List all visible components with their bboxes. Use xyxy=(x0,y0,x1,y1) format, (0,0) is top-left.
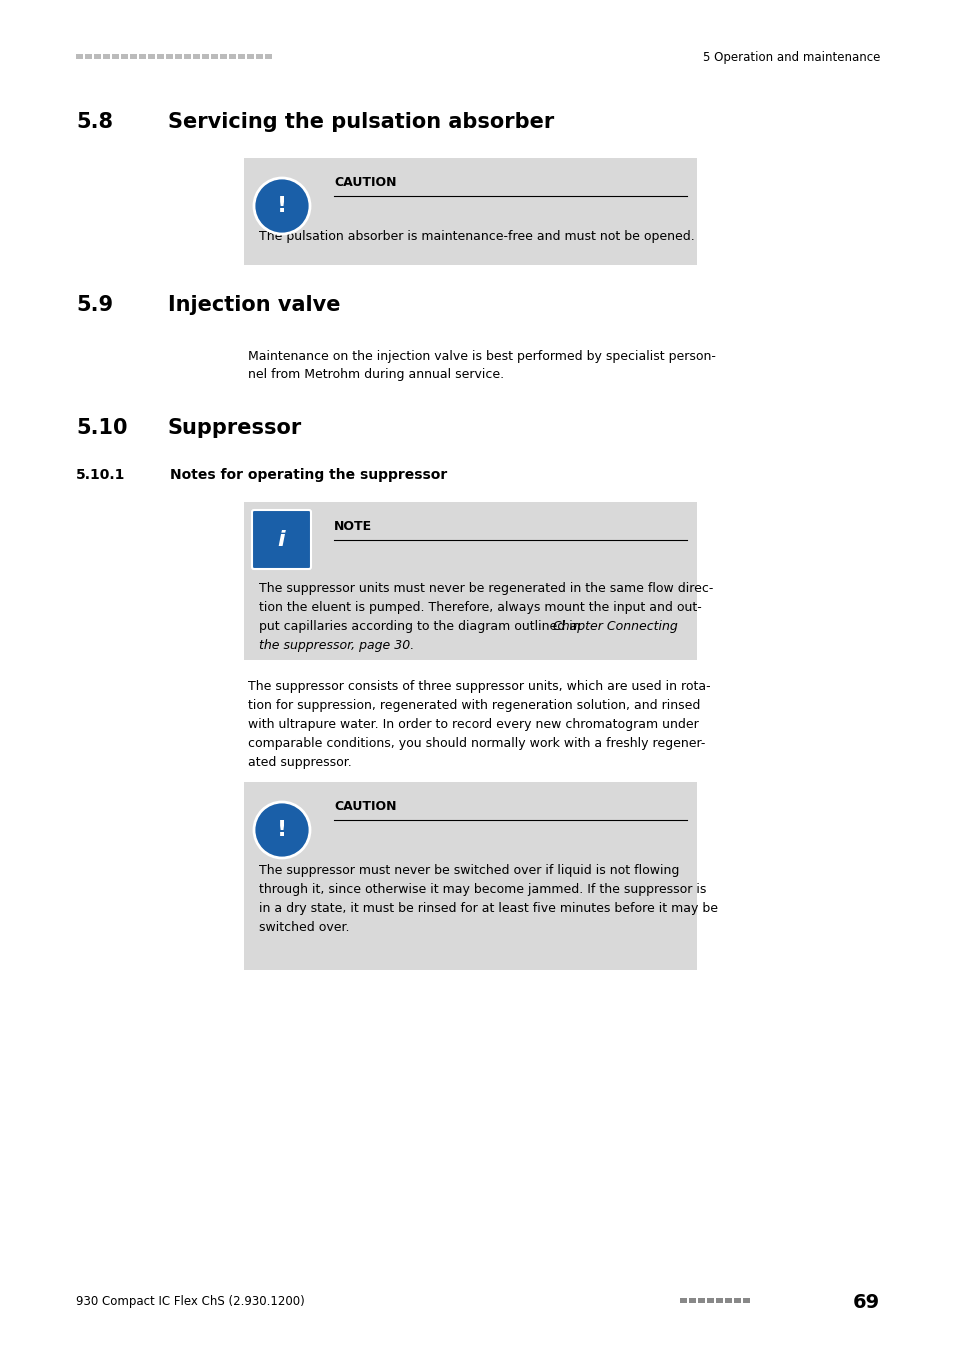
Text: Servicing the pulsation absorber: Servicing the pulsation absorber xyxy=(168,112,554,132)
Text: 5.9: 5.9 xyxy=(76,296,113,315)
Bar xyxy=(202,54,209,59)
Bar xyxy=(76,54,83,59)
Text: NOTE: NOTE xyxy=(334,520,372,533)
Bar xyxy=(265,54,272,59)
Bar xyxy=(193,54,200,59)
Text: The suppressor units must never be regenerated in the same flow direc-: The suppressor units must never be regen… xyxy=(258,582,713,595)
Text: 930 Compact IC Flex ChS (2.930.1200): 930 Compact IC Flex ChS (2.930.1200) xyxy=(76,1296,304,1308)
Text: tion for suppression, regenerated with regeneration solution, and rinsed: tion for suppression, regenerated with r… xyxy=(248,699,700,711)
Bar xyxy=(706,1297,713,1303)
Bar xyxy=(94,54,101,59)
Text: The suppressor consists of three suppressor units, which are used in rota-: The suppressor consists of three suppres… xyxy=(248,680,710,693)
Text: with ultrapure water. In order to record every new chromatogram under: with ultrapure water. In order to record… xyxy=(248,718,698,730)
Text: 5.8: 5.8 xyxy=(76,112,112,132)
Bar xyxy=(103,54,110,59)
Text: !: ! xyxy=(276,196,287,216)
Text: !: ! xyxy=(276,819,287,840)
Text: through it, since otherwise it may become jammed. If the suppressor is: through it, since otherwise it may becom… xyxy=(258,883,705,896)
Bar xyxy=(244,158,697,265)
Bar xyxy=(220,54,227,59)
Bar xyxy=(244,502,697,660)
Bar xyxy=(698,1297,704,1303)
Text: CAUTION: CAUTION xyxy=(334,801,396,813)
Bar xyxy=(130,54,137,59)
Bar xyxy=(724,1297,731,1303)
Bar xyxy=(244,782,697,971)
Text: i: i xyxy=(277,529,285,549)
Bar xyxy=(139,54,146,59)
Bar xyxy=(229,54,235,59)
Text: ated suppressor.: ated suppressor. xyxy=(248,756,352,770)
Text: nel from Metrohm during annual service.: nel from Metrohm during annual service. xyxy=(248,369,503,381)
Bar xyxy=(211,54,218,59)
Bar xyxy=(85,54,91,59)
Bar xyxy=(742,1297,749,1303)
Text: switched over.: switched over. xyxy=(258,921,349,934)
Bar xyxy=(166,54,172,59)
Text: Suppressor: Suppressor xyxy=(168,418,302,437)
Bar xyxy=(112,54,119,59)
Text: Chapter Connecting: Chapter Connecting xyxy=(553,620,678,633)
Text: the suppressor, page 30.: the suppressor, page 30. xyxy=(258,639,414,652)
Text: comparable conditions, you should normally work with a freshly regener-: comparable conditions, you should normal… xyxy=(248,737,704,751)
Bar xyxy=(688,1297,696,1303)
Text: tion the eluent is pumped. Therefore, always mount the input and out-: tion the eluent is pumped. Therefore, al… xyxy=(258,601,701,614)
Text: Notes for operating the suppressor: Notes for operating the suppressor xyxy=(170,468,447,482)
Text: 5 Operation and maintenance: 5 Operation and maintenance xyxy=(702,51,879,65)
Bar xyxy=(733,1297,740,1303)
Text: CAUTION: CAUTION xyxy=(334,176,396,189)
Text: Maintenance on the injection valve is best performed by specialist person-: Maintenance on the injection valve is be… xyxy=(248,350,715,363)
Text: put capillaries according to the diagram outlined in: put capillaries according to the diagram… xyxy=(258,620,584,633)
Bar xyxy=(121,54,128,59)
Bar xyxy=(174,54,182,59)
Text: 69: 69 xyxy=(852,1292,879,1311)
Bar xyxy=(716,1297,722,1303)
Text: Injection valve: Injection valve xyxy=(168,296,340,315)
Text: The suppressor must never be switched over if liquid is not flowing: The suppressor must never be switched ov… xyxy=(258,864,679,878)
Bar xyxy=(237,54,245,59)
FancyBboxPatch shape xyxy=(252,510,311,568)
Circle shape xyxy=(253,178,310,234)
Circle shape xyxy=(253,802,310,859)
Bar xyxy=(679,1297,686,1303)
Text: 5.10.1: 5.10.1 xyxy=(76,468,125,482)
Bar xyxy=(148,54,154,59)
Bar xyxy=(247,54,253,59)
Text: 5.10: 5.10 xyxy=(76,418,128,437)
Bar xyxy=(255,54,263,59)
Bar xyxy=(184,54,191,59)
Bar xyxy=(157,54,164,59)
Text: in a dry state, it must be rinsed for at least five minutes before it may be: in a dry state, it must be rinsed for at… xyxy=(258,902,718,915)
Text: The pulsation absorber is maintenance-free and must not be opened.: The pulsation absorber is maintenance-fr… xyxy=(258,230,694,243)
